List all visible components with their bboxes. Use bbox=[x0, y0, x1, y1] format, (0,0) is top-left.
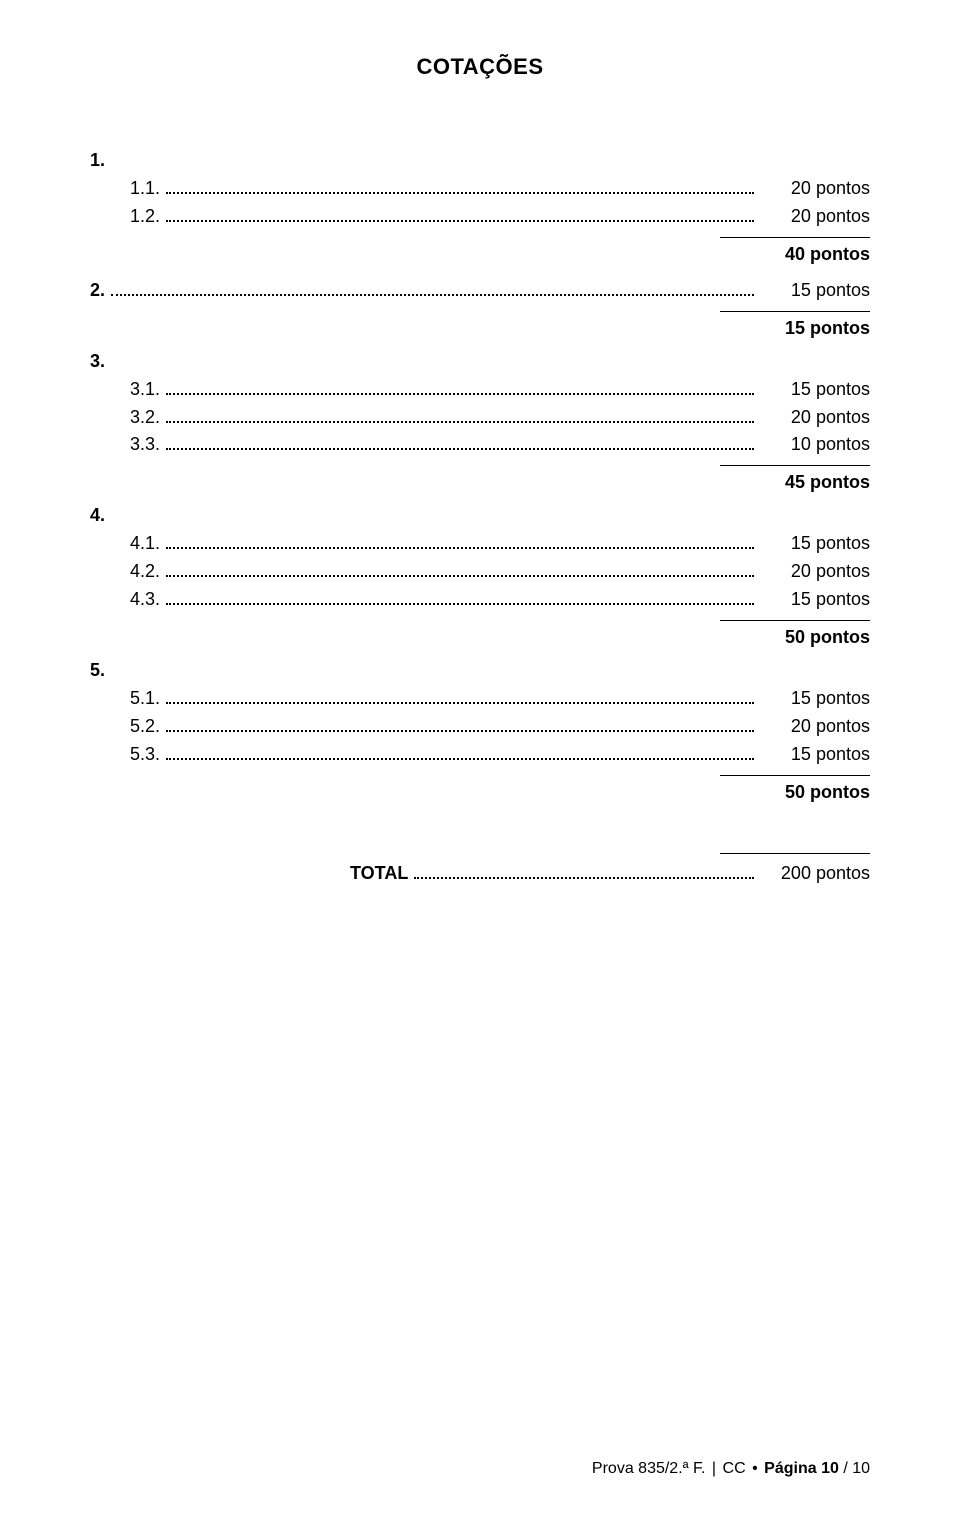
item-label: 3.2. bbox=[90, 404, 160, 432]
total-label: TOTAL bbox=[350, 863, 408, 884]
item-value: 15 pontos bbox=[760, 530, 870, 558]
item-label: 5.2. bbox=[90, 713, 160, 741]
leader-dots bbox=[166, 745, 754, 759]
footer-prova: Prova 835/2.ª F. bbox=[592, 1460, 706, 1477]
section-3: 3. 3.1. 15 pontos 3.2. 20 pontos 3.3. 10… bbox=[90, 351, 870, 460]
section-1: 1. 1.1. 20 pontos 1.2. 20 pontos bbox=[90, 150, 870, 231]
leader-dots bbox=[166, 690, 754, 704]
total-row: TOTAL 200 pontos bbox=[350, 863, 870, 884]
footer-cc: CC bbox=[723, 1460, 746, 1477]
leader-dots bbox=[414, 864, 754, 878]
item-value: 20 pontos bbox=[760, 558, 870, 586]
subtotal-wrap: 45 pontos bbox=[90, 465, 870, 493]
leader-dots bbox=[166, 180, 754, 194]
item-value: 10 pontos bbox=[760, 431, 870, 459]
footer-bullet: • bbox=[752, 1460, 758, 1477]
leader-dots bbox=[166, 380, 754, 394]
subtotal: 50 pontos bbox=[720, 775, 870, 803]
footer-page-total: / 10 bbox=[843, 1460, 870, 1477]
leader-dots bbox=[166, 408, 754, 422]
item-label: 5.3. bbox=[90, 741, 160, 769]
item-label: 1.1. bbox=[90, 175, 160, 203]
section-number: 5. bbox=[90, 660, 870, 681]
footer-separator: | bbox=[712, 1460, 716, 1477]
section-2: 2. 15 pontos bbox=[90, 277, 870, 305]
leader-dots bbox=[166, 436, 754, 450]
leader-dots bbox=[166, 563, 754, 577]
score-row: 5.3. 15 pontos bbox=[90, 741, 870, 769]
score-row: 4.1. 15 pontos bbox=[90, 530, 870, 558]
subtotal-wrap: 50 pontos bbox=[90, 775, 870, 803]
leader-dots bbox=[166, 208, 754, 222]
footer-page-label: Página 10 bbox=[764, 1460, 839, 1477]
section-number: 2. bbox=[90, 277, 105, 305]
item-value: 20 pontos bbox=[760, 203, 870, 231]
item-value: 20 pontos bbox=[760, 404, 870, 432]
total-block: TOTAL 200 pontos bbox=[90, 853, 870, 884]
item-label: 4.3. bbox=[90, 586, 160, 614]
subtotal-wrap: 15 pontos bbox=[90, 311, 870, 339]
page: COTAÇÕES 1. 1.1. 20 pontos 1.2. 20 ponto… bbox=[0, 0, 960, 1518]
item-label: 4.1. bbox=[90, 530, 160, 558]
subtotal: 45 pontos bbox=[720, 465, 870, 493]
item-label: 4.2. bbox=[90, 558, 160, 586]
item-value: 15 pontos bbox=[760, 376, 870, 404]
section-4: 4. 4.1. 15 pontos 4.2. 20 pontos 4.3. 15… bbox=[90, 505, 870, 614]
item-value: 15 pontos bbox=[760, 741, 870, 769]
item-label: 5.1. bbox=[90, 685, 160, 713]
item-label: 1.2. bbox=[90, 203, 160, 231]
page-footer: Prova 835/2.ª F. | CC • Página 10 / 10 bbox=[592, 1460, 870, 1478]
score-row: 1.1. 20 pontos bbox=[90, 175, 870, 203]
item-value: 20 pontos bbox=[760, 713, 870, 741]
score-row: 3.3. 10 pontos bbox=[90, 431, 870, 459]
item-value: 15 pontos bbox=[760, 277, 870, 305]
page-title: COTAÇÕES bbox=[90, 54, 870, 80]
section-number: 4. bbox=[90, 505, 870, 526]
subtotal-wrap: 40 pontos bbox=[90, 237, 870, 265]
item-value: 20 pontos bbox=[760, 175, 870, 203]
subtotal: 40 pontos bbox=[720, 237, 870, 265]
score-row: 5.2. 20 pontos bbox=[90, 713, 870, 741]
leader-dots bbox=[166, 718, 754, 732]
score-row: 4.3. 15 pontos bbox=[90, 586, 870, 614]
subtotal: 15 pontos bbox=[720, 311, 870, 339]
subtotal: 50 pontos bbox=[720, 620, 870, 648]
leader-dots bbox=[166, 535, 754, 549]
leader-dots bbox=[111, 281, 754, 295]
score-row: 1.2. 20 pontos bbox=[90, 203, 870, 231]
section-number: 3. bbox=[90, 351, 870, 372]
item-value: 15 pontos bbox=[760, 685, 870, 713]
score-row: 3.2. 20 pontos bbox=[90, 404, 870, 432]
total-value: 200 pontos bbox=[760, 863, 870, 884]
subtotal-wrap: 50 pontos bbox=[90, 620, 870, 648]
total-rule bbox=[90, 853, 870, 863]
score-row: 3.1. 15 pontos bbox=[90, 376, 870, 404]
item-value: 15 pontos bbox=[760, 586, 870, 614]
item-label: 3.3. bbox=[90, 431, 160, 459]
item-label: 3.1. bbox=[90, 376, 160, 404]
leader-dots bbox=[166, 591, 754, 605]
section-5: 5. 5.1. 15 pontos 5.2. 20 pontos 5.3. 15… bbox=[90, 660, 870, 769]
score-row: 5.1. 15 pontos bbox=[90, 685, 870, 713]
divider bbox=[720, 853, 870, 863]
section-number: 1. bbox=[90, 150, 870, 171]
score-row: 2. 15 pontos bbox=[90, 277, 870, 305]
score-row: 4.2. 20 pontos bbox=[90, 558, 870, 586]
